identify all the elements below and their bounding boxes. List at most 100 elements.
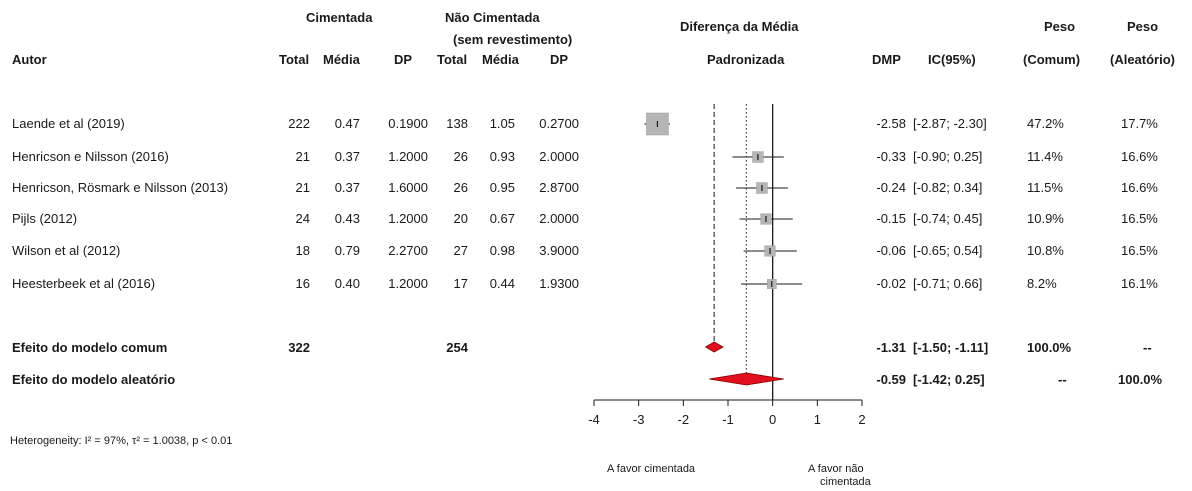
study-c-media: 0.47 bbox=[334, 116, 360, 131]
x-tick-label: -2 bbox=[678, 412, 690, 427]
common-effect-diamond bbox=[704, 341, 724, 353]
study-author: Laende et al (2019) bbox=[12, 116, 125, 131]
study-c-dp: 0.1900 bbox=[388, 116, 428, 131]
header-n-total: Total bbox=[437, 52, 468, 67]
study-peso-aleatorio: 16.6% bbox=[1121, 180, 1158, 195]
study-peso-aleatorio: 16.5% bbox=[1121, 243, 1158, 258]
study-dmp: -0.33 bbox=[876, 149, 906, 164]
study-peso-comum: 47.2% bbox=[1027, 116, 1064, 131]
study-dmp: -0.15 bbox=[876, 211, 906, 226]
study-c-dp: 2.2700 bbox=[388, 243, 428, 258]
study-author: Pijls (2012) bbox=[12, 211, 78, 226]
study-c-media: 0.79 bbox=[334, 243, 360, 258]
study-author: Wilson et al (2012) bbox=[12, 243, 121, 258]
study-n-media: 0.67 bbox=[489, 211, 515, 226]
study-c-media: 0.37 bbox=[334, 149, 360, 164]
study-ic: [-0.90; 0.25] bbox=[913, 149, 983, 164]
study-c-dp: 1.2000 bbox=[388, 276, 428, 291]
study-n-dp: 2.8700 bbox=[539, 180, 579, 195]
study-c-media: 0.37 bbox=[334, 180, 360, 195]
study-n-media: 0.44 bbox=[489, 276, 515, 291]
header-dmp: DMP bbox=[872, 52, 901, 67]
summary-common-dmp: -1.31 bbox=[876, 340, 906, 355]
study-n-total: 26 bbox=[453, 149, 468, 164]
study-n-dp: 0.2700 bbox=[539, 116, 579, 131]
study-author: Henricson, Rösmark e Nilsson (2013) bbox=[12, 180, 229, 195]
study-n-total: 17 bbox=[453, 276, 468, 291]
study-ic: [-0.82; 0.34] bbox=[913, 180, 983, 195]
header-peso-aleatorio: Peso bbox=[1127, 19, 1159, 34]
favor-right-label-2: cimentada bbox=[820, 476, 871, 488]
summary-common-ic: [-1.50; -1.11] bbox=[913, 340, 989, 355]
study-author: Heesterbeek et al (2016) bbox=[12, 276, 156, 291]
study-n-total: 20 bbox=[453, 211, 468, 226]
study-c-dp: 1.2000 bbox=[388, 149, 428, 164]
study-n-total: 27 bbox=[453, 243, 468, 258]
study-dmp: -0.02 bbox=[876, 276, 906, 291]
summary-common-label: Efeito do modelo comum bbox=[12, 340, 168, 355]
favor-left-label: A favor cimentada bbox=[607, 463, 696, 475]
random-effect-diamond bbox=[709, 372, 784, 386]
x-tick-label: 2 bbox=[858, 412, 865, 427]
study-dmp: -0.24 bbox=[876, 180, 906, 195]
study-peso-aleatorio: 16.1% bbox=[1121, 276, 1158, 291]
header-c-media: Média bbox=[323, 52, 360, 67]
study-dmp: -2.58 bbox=[876, 116, 906, 131]
summary-random-ic: [-1.42; 0.25] bbox=[913, 372, 985, 387]
summary-common-peso-comum: 100.0% bbox=[1027, 340, 1072, 355]
header-sem-revestimento: (sem revestimento) bbox=[453, 32, 573, 47]
study-n-dp: 2.0000 bbox=[539, 211, 579, 226]
header-c-total: Total bbox=[279, 52, 310, 67]
summary-common-n-total: 254 bbox=[446, 340, 468, 355]
header-n-media: Média bbox=[482, 52, 519, 67]
study-ic: [-0.65; 0.54] bbox=[913, 243, 983, 258]
x-tick-label: -1 bbox=[722, 412, 734, 427]
summary-random-peso-aleatorio: 100.0% bbox=[1118, 372, 1163, 387]
study-c-total: 21 bbox=[295, 149, 310, 164]
study-n-media: 0.93 bbox=[489, 149, 515, 164]
study-n-dp: 2.0000 bbox=[539, 149, 579, 164]
study-c-dp: 1.6000 bbox=[388, 180, 428, 195]
header-cimentada: Cimentada bbox=[306, 10, 373, 25]
summary-common-c-total: 322 bbox=[288, 340, 310, 355]
study-n-media: 0.98 bbox=[489, 243, 515, 258]
study-dmp: -0.06 bbox=[876, 243, 906, 258]
study-peso-comum: 10.9% bbox=[1027, 211, 1064, 226]
summary-common-peso-aleatorio: -- bbox=[1143, 340, 1152, 355]
study-n-media: 0.95 bbox=[489, 180, 515, 195]
header-aleatorio: (Aleatório) bbox=[1110, 52, 1175, 67]
x-tick-label: -3 bbox=[633, 412, 645, 427]
x-tick-label: -4 bbox=[588, 412, 600, 427]
header-peso-comum: Peso bbox=[1044, 19, 1076, 34]
x-tick-label: 0 bbox=[769, 412, 776, 427]
study-peso-comum: 11.5% bbox=[1027, 180, 1063, 195]
header-ic: IC(95%) bbox=[928, 52, 976, 67]
study-c-total: 24 bbox=[295, 211, 310, 226]
header-c-dp: DP bbox=[394, 52, 413, 67]
summary-random-peso-comum: -- bbox=[1058, 372, 1067, 387]
x-tick-label: 1 bbox=[814, 412, 821, 427]
header-padronizada: Padronizada bbox=[707, 52, 785, 67]
favor-right-label-1: A favor não bbox=[808, 463, 864, 475]
study-n-media: 1.05 bbox=[489, 116, 515, 131]
header-n-dp: DP bbox=[550, 52, 569, 67]
study-peso-comum: 11.4% bbox=[1027, 149, 1063, 164]
study-peso-aleatorio: 17.7% bbox=[1121, 116, 1158, 131]
header-autor: Autor bbox=[12, 52, 47, 67]
study-peso-aleatorio: 16.5% bbox=[1121, 211, 1158, 226]
study-c-media: 0.43 bbox=[334, 211, 360, 226]
study-c-total: 21 bbox=[295, 180, 310, 195]
summary-random-label: Efeito do modelo aleatório bbox=[12, 372, 176, 387]
study-peso-comum: 8.2% bbox=[1027, 276, 1057, 291]
summary-random-dmp: -0.59 bbox=[876, 372, 906, 387]
study-c-dp: 1.2000 bbox=[388, 211, 428, 226]
study-ic: [-0.71; 0.66] bbox=[913, 276, 983, 291]
study-ic: [-0.74; 0.45] bbox=[913, 211, 983, 226]
study-n-dp: 3.9000 bbox=[539, 243, 579, 258]
header-comum: (Comum) bbox=[1023, 52, 1081, 67]
study-c-total: 222 bbox=[288, 116, 310, 131]
header-nao-cimentada: Não Cimentada bbox=[445, 10, 540, 25]
study-n-total: 26 bbox=[453, 180, 468, 195]
heterogeneity-note: Heterogeneity: I² = 97%, τ² = 1.0038, p … bbox=[10, 435, 233, 447]
